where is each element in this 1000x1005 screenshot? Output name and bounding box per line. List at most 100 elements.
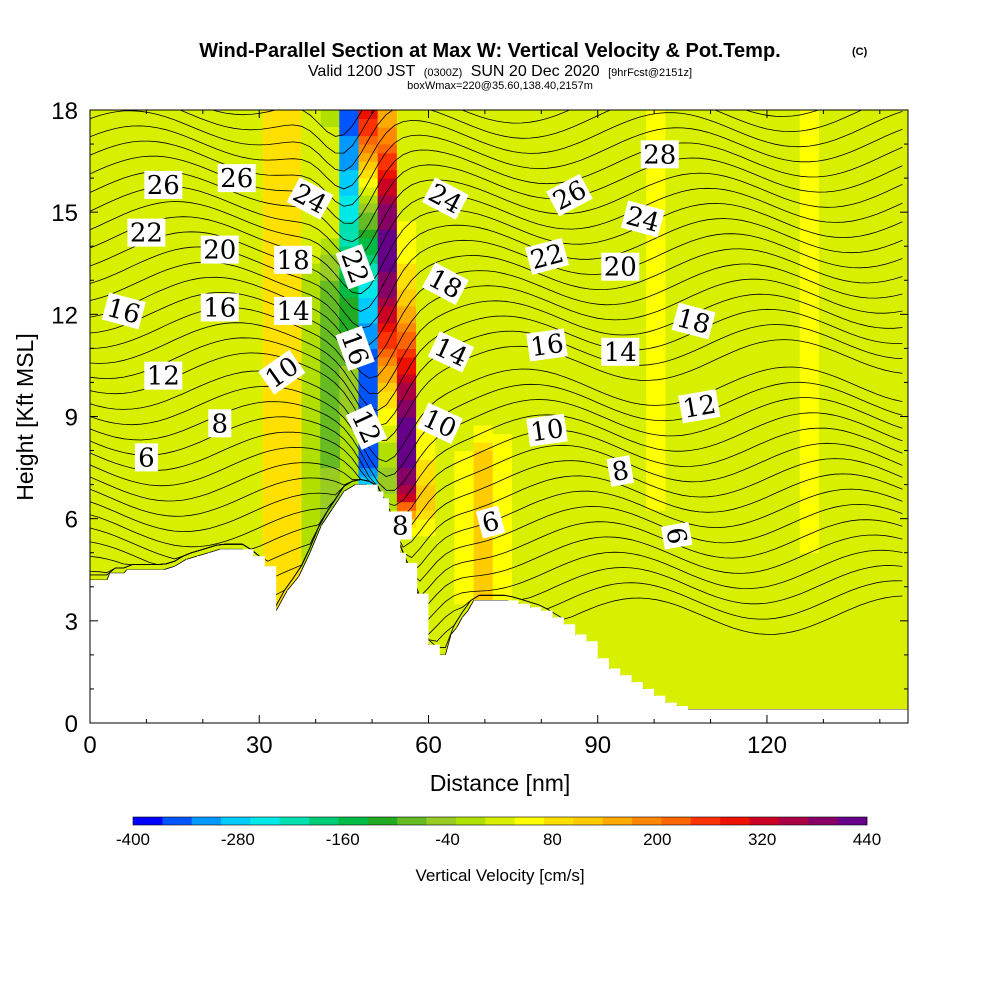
contour-label-text: 12 [147,362,180,392]
contour-label-text: 10 [529,414,566,448]
contour-label-text: 8 [610,456,632,488]
y-tick-label: 3 [65,609,78,636]
colorbar-swatch [690,817,721,825]
colorbar-tick-label: -400 [116,830,150,849]
colorbar-swatch [162,817,193,825]
colorbar-tick-label: -280 [221,830,255,849]
contour-label: 12 [144,361,183,392]
x-axis-label: Distance [nm] [430,770,571,796]
axes: 0 30 60 90 120 0 3 6 9 12 15 18 [51,98,908,759]
y-tick-label: 15 [51,200,78,227]
colorbar-swatch [309,817,339,825]
contour-label-text: 26 [220,164,253,194]
y-tick-label: 6 [65,507,78,534]
y-tick-label: 18 [51,98,78,125]
colorbar-swatch [133,817,163,825]
contour-label-text: 8 [212,409,229,439]
colorbar-swatch [808,817,838,825]
contour-label: 10 [526,413,568,448]
contour-label: 20 [200,235,239,266]
colorbar-swatch [632,817,662,825]
y-tick-label: 12 [51,302,78,329]
colorbar-swatch [367,817,398,825]
contour-label-text: 6 [660,525,692,547]
colorbar-swatch [573,817,604,825]
colorbar-tick-label: 200 [643,830,671,849]
colorbar-label: Vertical Velocity [cm/s] [415,866,584,885]
x-tick-label: 60 [415,732,442,759]
subtitle-forecast: [9hrFcst@2151z] [608,67,692,79]
contour-label: 20 [601,252,640,283]
contour-label-text: 14 [604,338,637,368]
colorbar-swatch [837,817,868,825]
contour-label: 6 [134,443,158,473]
colorbar-swatch [602,817,633,825]
y-tick-label: 9 [65,405,78,432]
colorbar-swatch [778,817,809,825]
subtitle-date: SUN 20 Dec 2020 [471,63,600,80]
contour-label: 28 [640,140,679,170]
contour-label: 8 [208,409,232,439]
contour-label: 14 [274,296,313,327]
subtitle-valid: Valid 1200 JST [308,63,416,80]
contour-label: 8 [606,455,635,488]
contour-label: 8 [388,511,412,542]
colorbar-swatch [279,817,310,825]
contour-label-text: 6 [138,443,155,473]
contour-label-text: 8 [392,512,409,542]
terrain [90,484,908,723]
x-tick-label: 0 [83,732,96,759]
colorbar-swatch [661,817,692,825]
colorbar-tick-label: 320 [748,830,776,849]
contour-label-text: 14 [277,297,310,327]
colorbar-swatch [191,817,222,825]
colorbar-swatch [250,817,281,825]
colorbar-swatch [338,817,369,825]
contour-label: 6 [660,521,693,550]
contour-label: 14 [601,337,640,368]
colorbar-swatch [221,817,251,825]
colorbar-swatch [720,817,750,825]
contour-label-text: 16 [529,329,566,363]
colorbar-swatch [426,817,457,825]
subtitle-utc: (0300Z) [424,67,463,79]
contour-label-text: 12 [681,390,719,425]
y-axis-label: Height [Kft MSL] [12,333,38,500]
contour-label-text: 22 [130,219,163,249]
contour-label: 24 [620,200,665,239]
colorbar-swatch [514,817,545,825]
x-tick-label: 30 [246,732,273,759]
contour-label: 22 [127,218,166,249]
x-tick-label: 120 [747,732,787,759]
contour-label: 26 [217,164,256,194]
x-tick-label: 90 [584,732,611,759]
contour-label-text: 18 [277,246,310,276]
y-tick-label: 0 [65,711,78,738]
contour-label-text: 26 [147,171,180,201]
contour-label-text: 20 [604,253,637,283]
contour-label-text: 20 [203,236,236,266]
colorbar-swatch [397,817,427,825]
colorbar-swatch [456,817,486,825]
colorbar-swatch [544,817,574,825]
contour-label: 26 [144,170,183,201]
contour-label: 12 [678,389,721,425]
contour-label-text: 28 [643,140,676,170]
colorbar-tick-label: 80 [543,830,562,849]
colorbar-tick-label: 440 [853,830,881,849]
chart-title-mark: (C) [852,46,868,58]
contour-label: 16 [526,328,568,363]
contour-label: 6 [475,505,506,540]
colorbar-tick-label: -160 [326,830,360,849]
colorbar-tick-label: -40 [435,830,460,849]
colorbar: -400 -280 -160 -40 80 200 320 440 [116,816,881,849]
contour-label-text: 16 [203,294,236,324]
colorbar-swatch [485,817,515,825]
contour-label-text: 6 [479,506,503,539]
contour-label: 16 [200,293,239,324]
contour-label: 18 [671,302,716,341]
contour-label: 18 [274,245,313,276]
colorbar-swatch [749,817,780,825]
